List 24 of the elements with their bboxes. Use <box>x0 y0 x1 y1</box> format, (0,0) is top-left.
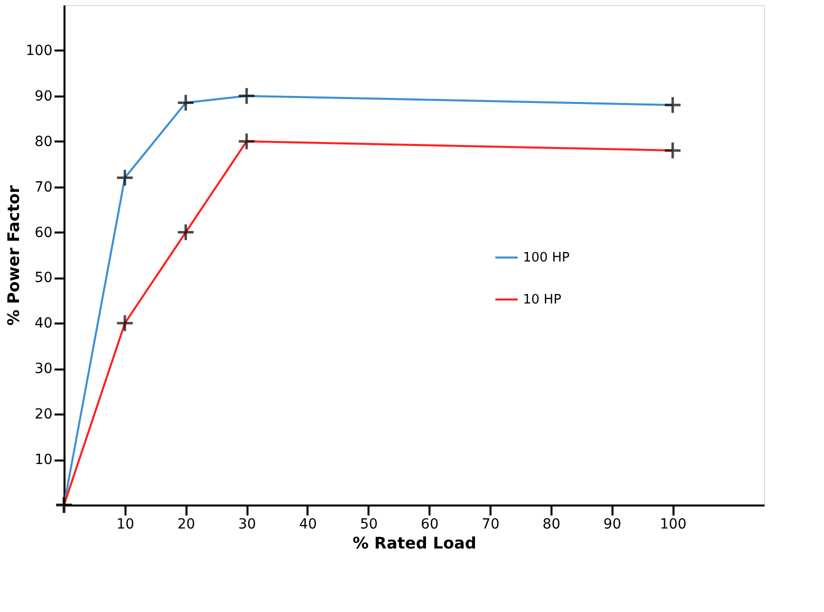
y-tick-label: 90 <box>34 88 52 104</box>
y-tick-label: 60 <box>34 224 52 241</box>
x-tick-label: 40 <box>299 516 317 532</box>
x-tick-label: 100 <box>660 516 687 532</box>
x-tick-label: 10 <box>116 516 134 532</box>
x-tick-label: 50 <box>360 516 378 532</box>
y-tick-label: 30 <box>34 361 52 378</box>
legend-label: 100 HP <box>523 250 570 266</box>
x-tick-label: 60 <box>420 516 439 532</box>
y-tick-label: 20 <box>34 406 52 423</box>
y-axis-title: % Power Factor <box>4 185 23 326</box>
x-tick-label: 80 <box>542 516 560 532</box>
x-tick-label: 90 <box>603 516 622 532</box>
y-tick-label: 100 <box>26 42 52 59</box>
x-tick-label: 30 <box>238 516 256 532</box>
x-tick-label: 20 <box>177 516 196 532</box>
y-tick-label: 70 <box>34 179 52 196</box>
y-tick-label: 40 <box>34 316 52 332</box>
x-tick-label: 70 <box>482 516 500 532</box>
y-tick-label: 10 <box>34 452 52 468</box>
y-tick-label: 50 <box>34 270 52 286</box>
x-axis-title: % Rated Load <box>352 534 476 552</box>
legend-label: 10 HP <box>523 292 562 308</box>
y-tick-label: 80 <box>34 134 52 150</box>
